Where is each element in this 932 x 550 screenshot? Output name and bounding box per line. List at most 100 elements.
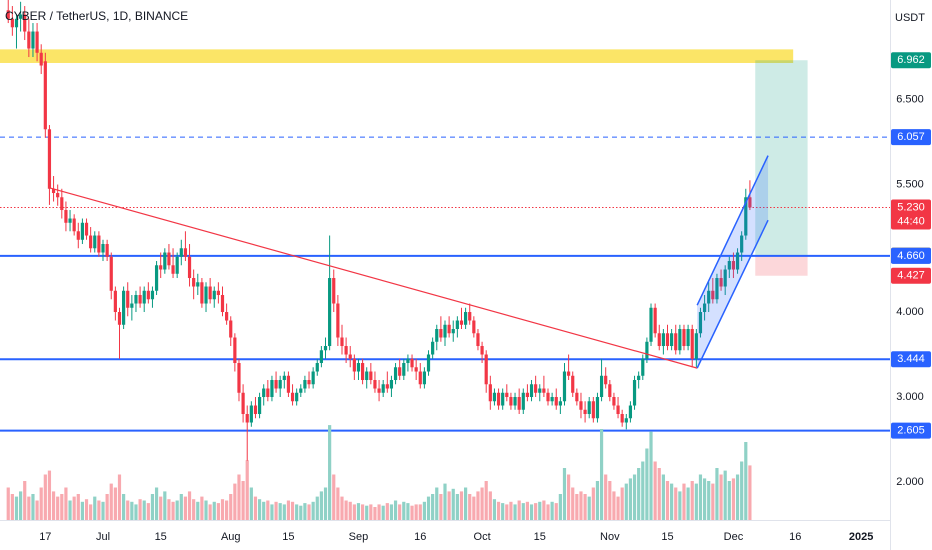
volume-bar [529,504,534,520]
x-tick-label: 15 [661,531,673,543]
volume-bar [134,504,138,520]
candle-body [31,31,35,49]
y-tick-label: 6.500 [896,93,924,105]
candle-body [571,375,575,393]
candle-body [72,218,76,232]
candle-body [344,346,348,355]
x-tick-label: Oct [474,531,491,543]
candle-body [175,256,179,274]
volume-bar [459,491,464,520]
volume-bar [356,503,361,520]
volume-bar [365,505,369,520]
volume-bar [6,487,10,520]
candle-body [525,392,530,398]
volume-bar [480,487,484,520]
candle-body [599,375,604,398]
candle-body [385,384,389,389]
volume-bar [571,487,575,520]
volume-bar [707,481,711,520]
volume-bar [171,501,175,520]
volume-bar [525,501,530,520]
volume-bar [56,496,60,520]
candle-body [546,392,550,402]
candle-body [138,295,142,304]
volume-bar [262,501,266,520]
volume-bar [546,504,550,520]
candle-body [678,329,682,351]
candle-body [84,222,89,236]
volume-bar [443,483,447,520]
price-badge [891,52,931,69]
candle-body [468,312,472,321]
candle-body [496,392,501,406]
volume-bar [43,474,47,520]
volume-bar [101,501,105,520]
volume-bar [360,504,365,520]
candle-body [68,218,72,223]
volume-bar [187,491,192,520]
candle-body [707,290,711,304]
candle-body [192,278,196,287]
volume-bar [472,496,476,520]
candle-body [274,380,278,389]
x-tick-label: 17 [39,531,51,543]
volume-bar [538,501,542,520]
candle-body [332,278,336,304]
candle-body [464,312,468,325]
candle-body [723,269,727,287]
y-tick-label: 4.000 [896,306,924,318]
volume-bar [727,481,731,520]
volume-bar [150,494,155,520]
price-badge-label: 4.660 [897,250,925,262]
volume-bar [154,487,159,520]
volume-bar [105,494,109,520]
candle-body [587,401,591,415]
candle-body [509,397,513,406]
trendline [49,187,698,369]
volume-bar [163,491,167,520]
volume-bar [740,461,744,520]
candle-body [113,290,117,313]
candle-body [670,333,674,347]
volume-bar [192,499,196,520]
volume-bar [237,474,241,520]
candle-body [130,303,134,308]
volume-bar [175,500,179,520]
candle-body [488,384,492,402]
candle-body [653,307,657,334]
candle-body [290,392,295,402]
candle-body [126,290,130,308]
candle-body [674,333,678,351]
candle-body [225,312,229,321]
volume-bar [146,503,150,520]
candle-body [360,363,365,381]
candle-body [373,380,377,389]
volume-bar [562,468,567,520]
volume-bar [431,494,435,520]
volume-bar [183,496,188,520]
volume-bar [513,504,517,520]
currency-label: USDT [895,12,925,24]
candle-body [356,363,361,372]
candle-body [472,320,476,334]
volume-bar [608,481,612,520]
candle-body [620,414,624,423]
candle-body [657,333,661,347]
volume-bar [398,504,402,520]
volume-bar [39,487,43,520]
volume-bar [23,481,27,520]
volume-bar [719,474,723,520]
volume-bar [550,501,554,520]
axes: 2.000 3.000 4.000 5.500 6.500 17 Jul 15 Aug 15 Sep… [39,52,931,543]
volume-bar [567,474,571,520]
volume-bar [422,501,426,520]
volume-bar [406,503,410,520]
volume-bar [558,494,562,520]
volume-bar [476,491,480,520]
candle-body [575,392,579,402]
volume-bar [130,501,134,520]
volume-bar [678,491,682,520]
candle-body [241,392,245,415]
candle-body [591,401,595,419]
candle-body [637,375,641,381]
